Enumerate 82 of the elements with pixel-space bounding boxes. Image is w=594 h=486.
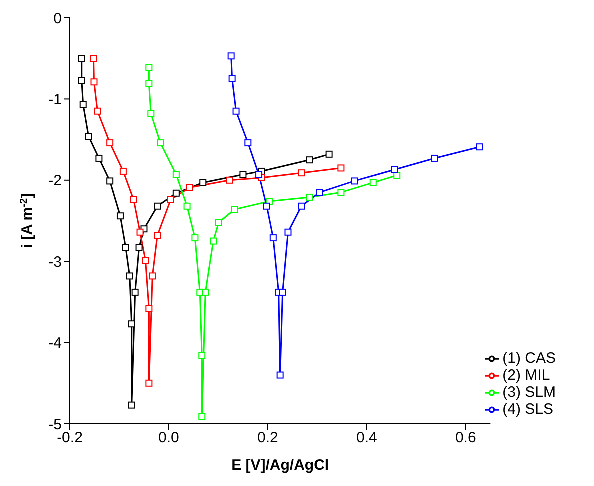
point [351, 178, 358, 185]
point [78, 55, 86, 62]
point [200, 179, 207, 186]
point [326, 150, 333, 158]
point [154, 232, 162, 240]
point [106, 140, 114, 147]
point [85, 133, 92, 140]
point [215, 219, 222, 226]
point [228, 52, 235, 60]
point [231, 206, 238, 214]
point [338, 164, 345, 172]
point [232, 108, 240, 115]
point [148, 110, 155, 118]
point [298, 170, 306, 177]
point [263, 202, 270, 210]
y-tick-label: -2 [48, 172, 62, 190]
y-tick-label: 0 [54, 10, 62, 28]
legend-label: (2) MIL [502, 367, 550, 384]
point [146, 380, 153, 387]
point [240, 171, 247, 178]
point [130, 196, 138, 204]
point [316, 189, 324, 196]
y-tick-label: -3 [48, 254, 62, 271]
point [172, 190, 180, 197]
point [80, 101, 87, 108]
point [202, 288, 210, 296]
x-tick-label: 0.6 [455, 430, 476, 447]
point [256, 171, 263, 178]
y-tick-label: -4 [48, 335, 62, 352]
point [154, 202, 162, 210]
point [391, 166, 398, 174]
legend-label: (4) SLS [502, 401, 554, 418]
x-tick-label: 0.0 [158, 430, 180, 447]
point [431, 154, 438, 162]
point [157, 140, 164, 147]
x-tick-label: 0.4 [356, 430, 378, 447]
point [298, 202, 306, 210]
x-tick-label: 0.2 [258, 430, 278, 447]
point [306, 194, 314, 201]
point [146, 64, 153, 72]
point [149, 272, 156, 280]
point [136, 244, 143, 252]
point [270, 234, 277, 242]
point [128, 402, 136, 409]
point [198, 413, 206, 420]
point [90, 78, 98, 86]
point [198, 352, 206, 360]
point [142, 257, 150, 264]
point [146, 305, 153, 312]
point [167, 196, 174, 204]
point [186, 184, 194, 192]
point [132, 288, 139, 296]
point [338, 189, 345, 196]
point [476, 144, 484, 151]
point [172, 171, 180, 178]
point [128, 320, 136, 328]
point [120, 168, 127, 175]
point [78, 77, 86, 84]
point [306, 156, 314, 164]
point [116, 212, 124, 220]
x-axis-title: E [V]/Ag/AgCl [232, 457, 330, 474]
point [226, 176, 234, 184]
point [184, 202, 191, 210]
point [106, 178, 114, 185]
point [370, 179, 377, 186]
point [192, 234, 199, 242]
point [126, 272, 134, 280]
point [228, 75, 236, 82]
point [244, 140, 252, 147]
point [94, 108, 102, 115]
point [122, 244, 130, 252]
legend-label: (1) CAS [502, 350, 556, 367]
point [90, 55, 98, 62]
point [284, 228, 292, 236]
point [210, 238, 218, 245]
point [136, 228, 144, 236]
point [279, 288, 286, 296]
point [276, 372, 284, 379]
point [96, 154, 103, 162]
legend-label: (3) SLM [502, 384, 556, 401]
y-tick-label: -1 [48, 92, 62, 109]
point [146, 80, 153, 88]
